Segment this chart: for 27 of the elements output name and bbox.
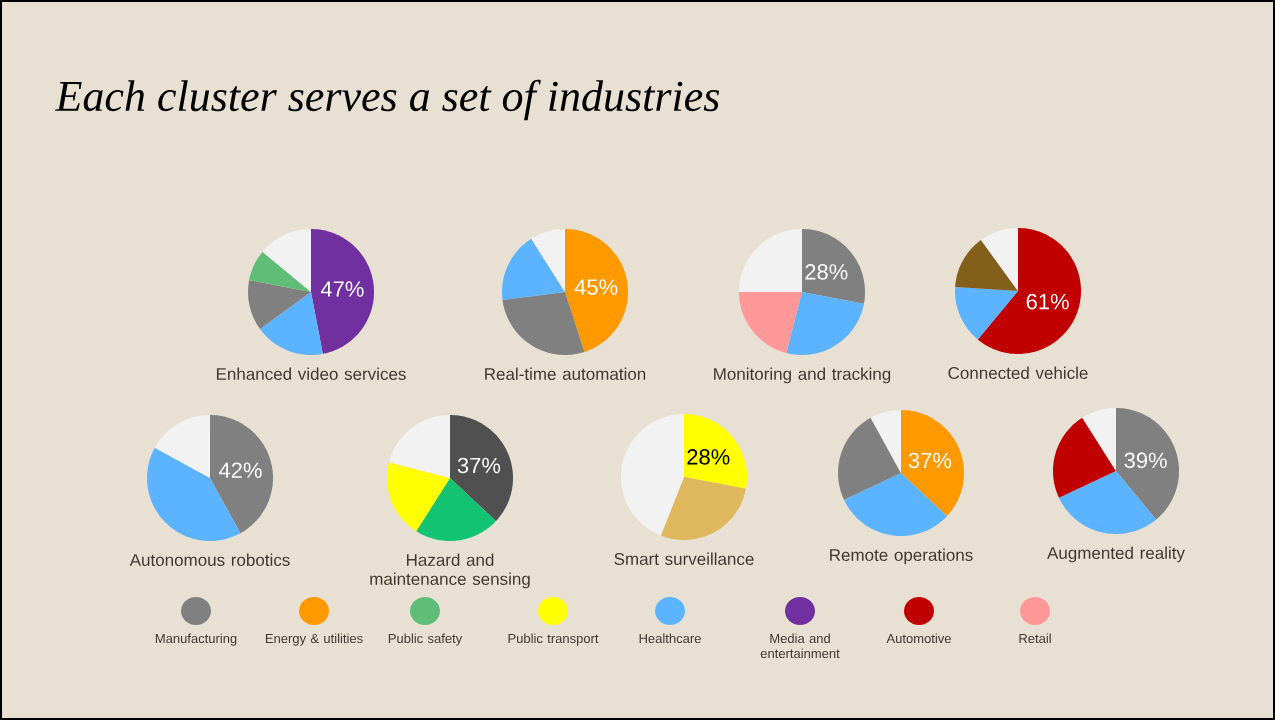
category-label: Automotive	[886, 633, 951, 644]
text: Enhanced video services	[216, 367, 406, 381]
text: Real-time automation	[485, 367, 646, 381]
text: Remote operations	[830, 548, 973, 565]
category-label: Public transport	[508, 633, 599, 646]
data-label: 42%	[218, 462, 262, 478]
data-label: 28%	[687, 449, 730, 465]
text: Each cluster serves a set of industries	[55, 79, 720, 121]
data-label: 61%	[1026, 293, 1069, 310]
text: Smart surveillance	[614, 552, 754, 566]
text: Augmented reality	[1047, 546, 1185, 563]
text: Hazard and maintenance sensing	[370, 553, 530, 589]
category-label: Healthcare	[639, 633, 701, 644]
category-label: Public safety	[388, 633, 463, 646]
data-label: 39%	[1124, 452, 1167, 469]
category-label: Energy & utilities	[265, 633, 363, 646]
category-label: Retail	[1019, 633, 1051, 644]
text: Monitoring and tracking	[714, 367, 891, 384]
category-label: Media and entertainment	[760, 633, 840, 659]
data-label: 45%	[574, 279, 618, 295]
data-label: 37%	[457, 457, 501, 474]
category-label: Manufacturing	[155, 633, 237, 646]
data-label: 28%	[805, 264, 848, 280]
text: Connected vehicle	[948, 366, 1088, 380]
data-label: 47%	[320, 281, 364, 297]
data-label: 37%	[908, 452, 952, 469]
text: Autonomous robotics	[129, 553, 290, 567]
